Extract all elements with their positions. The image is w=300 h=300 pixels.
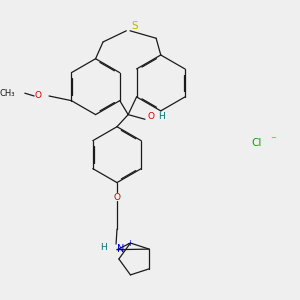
Text: N: N: [117, 244, 124, 254]
Text: O: O: [113, 193, 121, 202]
Text: ⁻: ⁻: [271, 135, 276, 145]
Text: S: S: [131, 21, 138, 31]
Text: +: +: [127, 238, 134, 247]
Text: H: H: [100, 243, 107, 252]
Text: O: O: [34, 92, 41, 100]
Text: O: O: [147, 112, 154, 121]
Text: Cl: Cl: [251, 137, 262, 148]
Text: CH₃: CH₃: [0, 89, 16, 98]
Text: H: H: [158, 112, 165, 121]
